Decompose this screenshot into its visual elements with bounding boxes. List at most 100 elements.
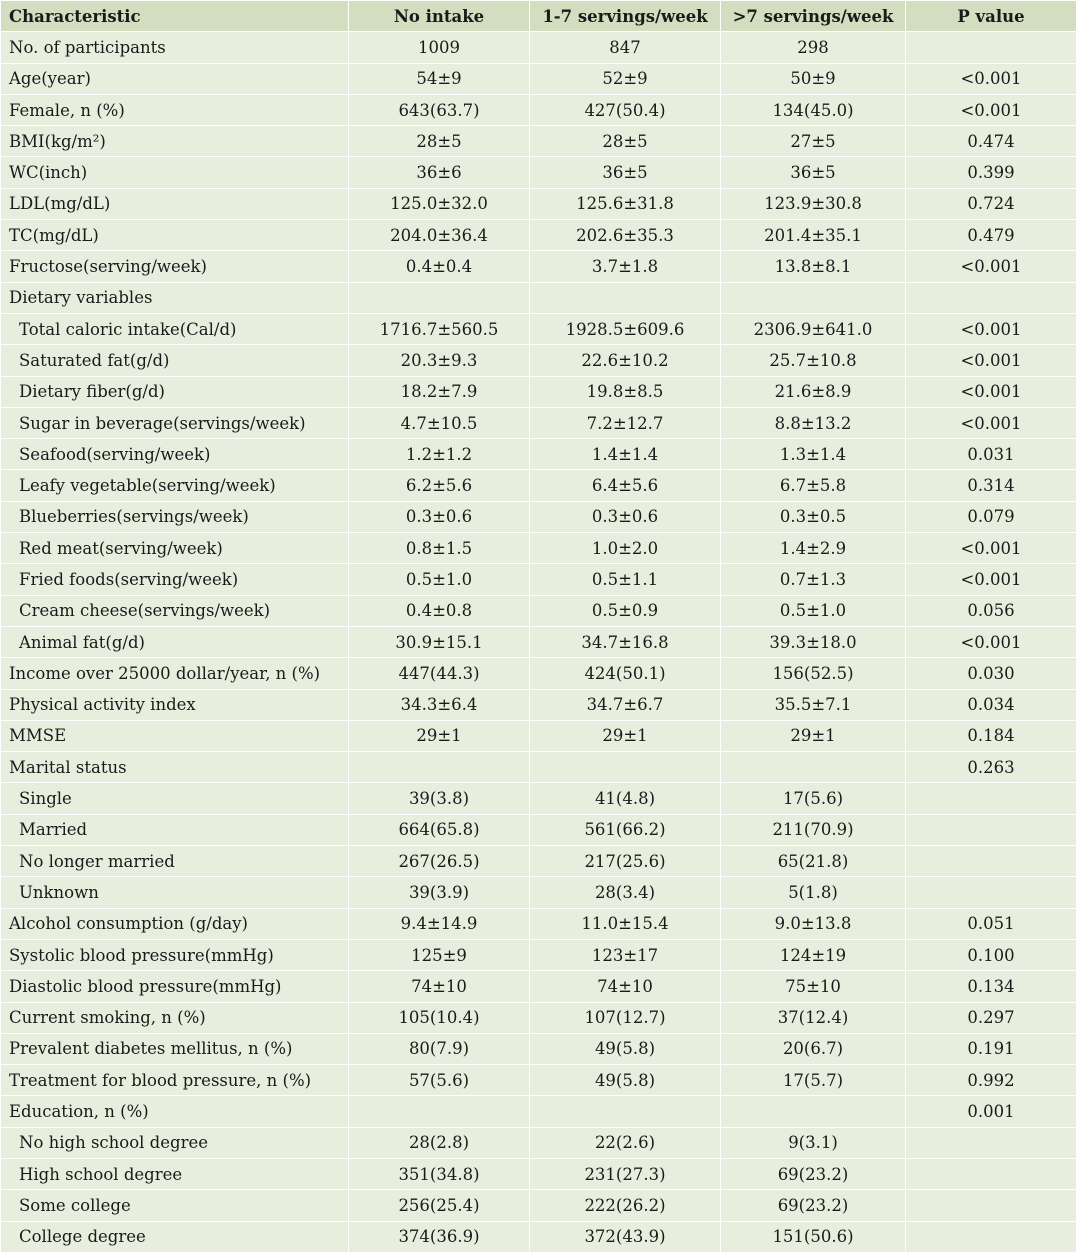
table-row: TC(mg/dL) 204.0±36.4 202.6±35.3 201.4±35.1 0… bbox=[0, 219, 1076, 252]
servings-1-7-cell: 561(66.2) bbox=[529, 813, 721, 847]
servings-1-7-cell: 49(5.8) bbox=[529, 1064, 721, 1097]
servings-1-7-cell: 1.0±2.0 bbox=[529, 532, 721, 565]
p-value-cell bbox=[905, 845, 1076, 878]
no-intake-cell: 1716.7±560.5 bbox=[348, 312, 530, 346]
characteristic-cell: Unknown bbox=[0, 876, 349, 909]
servings-1-7-cell bbox=[529, 751, 721, 784]
p-value-cell bbox=[905, 1189, 1076, 1222]
servings-1-7-cell: 11.0±15.4 bbox=[529, 907, 721, 940]
header-p-value: P value bbox=[905, 0, 1076, 33]
characteristic-cell: Prevalent diabetes mellitus, n (%) bbox=[0, 1032, 349, 1066]
no-intake-cell: 18.2±7.9 bbox=[348, 375, 530, 408]
no-intake-cell: 28±5 bbox=[348, 125, 530, 158]
no-intake-cell bbox=[348, 751, 530, 784]
table-header: Characteristic No intake 1-7 servings/we… bbox=[0, 0, 1076, 33]
p-value-cell: 0.051 bbox=[905, 907, 1076, 940]
no-intake-cell: 80(7.9) bbox=[348, 1032, 530, 1066]
table-row: Current smoking, n (%) 105(10.4) 107(12.7)… bbox=[0, 1001, 1076, 1034]
no-intake-cell bbox=[348, 281, 530, 314]
servings-over-7-cell: 201.4±35.1 bbox=[720, 219, 906, 252]
p-value-cell: 0.034 bbox=[905, 688, 1076, 721]
table-row: Treatment for blood pressure, n (%) 57(5.… bbox=[0, 1064, 1076, 1097]
servings-1-7-cell: 6.4±5.6 bbox=[529, 469, 721, 502]
no-intake-cell: 39(3.8) bbox=[348, 782, 530, 815]
servings-over-7-cell: 13.8±8.1 bbox=[720, 250, 906, 283]
servings-over-7-cell: 6.7±5.8 bbox=[720, 469, 906, 502]
servings-1-7-cell: 28(3.4) bbox=[529, 876, 721, 909]
table-row: College degree 374(36.9) 372(43.9) 151(50.6… bbox=[0, 1220, 1076, 1253]
p-value-cell: <0.001 bbox=[905, 312, 1076, 346]
servings-over-7-cell: 0.3±0.5 bbox=[720, 500, 906, 534]
no-intake-cell: 4.7±10.5 bbox=[348, 406, 530, 440]
servings-over-7-cell bbox=[720, 1095, 906, 1128]
servings-1-7-cell: 41(4.8) bbox=[529, 782, 721, 815]
p-value-cell: <0.001 bbox=[905, 563, 1076, 596]
servings-over-7-cell: 69(23.2) bbox=[720, 1157, 906, 1191]
servings-over-7-cell: 1.4±2.9 bbox=[720, 532, 906, 565]
no-intake-cell: 0.4±0.4 bbox=[348, 250, 530, 283]
servings-1-7-cell: 372(43.9) bbox=[529, 1220, 721, 1253]
servings-1-7-cell: 1.4±1.4 bbox=[529, 438, 721, 471]
characteristic-cell: LDL(mg/dL) bbox=[0, 187, 349, 221]
table-row: No high school degree 28(2.8) 22(2.6) 9(3.1… bbox=[0, 1126, 1076, 1159]
p-value-cell: <0.001 bbox=[905, 532, 1076, 565]
no-intake-cell: 0.4±0.8 bbox=[348, 594, 530, 627]
table-row: Single 39(3.8) 41(4.8) 17(5.6) bbox=[0, 782, 1076, 815]
servings-1-7-cell bbox=[529, 1095, 721, 1128]
p-value-cell: 0.134 bbox=[905, 970, 1076, 1003]
characteristic-cell: WC(inch) bbox=[0, 156, 349, 189]
characteristic-cell: Diastolic blood pressure(mmHg) bbox=[0, 970, 349, 1003]
servings-over-7-cell: 39.3±18.0 bbox=[720, 625, 906, 659]
servings-over-7-cell: 123.9±30.8 bbox=[720, 187, 906, 221]
p-value-cell: 0.184 bbox=[905, 719, 1076, 753]
servings-over-7-cell: 1.3±1.4 bbox=[720, 438, 906, 471]
servings-over-7-cell: 17(5.7) bbox=[720, 1064, 906, 1097]
servings-over-7-cell: 134(45.0) bbox=[720, 93, 906, 127]
servings-over-7-cell: 69(23.2) bbox=[720, 1189, 906, 1222]
table-row: Blueberries(servings/week) 0.3±0.6 0.3±0.6… bbox=[0, 500, 1076, 534]
characteristic-cell: No high school degree bbox=[0, 1126, 349, 1159]
header-1-7-servings: 1-7 servings/week bbox=[529, 0, 721, 33]
no-intake-cell: 0.5±1.0 bbox=[348, 563, 530, 596]
table-row: Alcohol consumption (g/day) 9.4±14.9 11.0±… bbox=[0, 907, 1076, 940]
characteristic-cell: Current smoking, n (%) bbox=[0, 1001, 349, 1034]
p-value-cell: 0.056 bbox=[905, 594, 1076, 627]
no-intake-cell: 74±10 bbox=[348, 970, 530, 1003]
table-row: LDL(mg/dL) 125.0±32.0 125.6±31.8 123.9±30.8… bbox=[0, 187, 1076, 221]
characteristic-cell: Fructose(serving/week) bbox=[0, 250, 349, 283]
characteristic-cell: Saturated fat(g/d) bbox=[0, 344, 349, 377]
no-intake-cell: 34.3±6.4 bbox=[348, 688, 530, 721]
servings-1-7-cell: 22.6±10.2 bbox=[529, 344, 721, 377]
p-value-cell: 0.030 bbox=[905, 657, 1076, 690]
servings-1-7-cell: 427(50.4) bbox=[529, 93, 721, 127]
servings-over-7-cell: 20(6.7) bbox=[720, 1032, 906, 1066]
p-value-cell: 0.100 bbox=[905, 938, 1076, 972]
servings-1-7-cell: 19.8±8.5 bbox=[529, 375, 721, 408]
servings-1-7-cell: 34.7±16.8 bbox=[529, 625, 721, 659]
no-intake-cell: 57(5.6) bbox=[348, 1064, 530, 1097]
table-row: BMI(kg/m²) 28±5 28±5 27±5 0.474 bbox=[0, 125, 1076, 158]
table-row: WC(inch) 36±6 36±5 36±5 0.399 bbox=[0, 156, 1076, 189]
servings-over-7-cell bbox=[720, 281, 906, 314]
table-row: Income over 25000 dollar/year, n (%) 447(… bbox=[0, 657, 1076, 690]
servings-over-7-cell: 9.0±13.8 bbox=[720, 907, 906, 940]
no-intake-cell: 125.0±32.0 bbox=[348, 187, 530, 221]
characteristic-cell: Dietary fiber(g/d) bbox=[0, 375, 349, 408]
servings-over-7-cell: 211(70.9) bbox=[720, 813, 906, 847]
p-value-cell: 0.992 bbox=[905, 1064, 1076, 1097]
no-intake-cell: 204.0±36.4 bbox=[348, 219, 530, 252]
servings-over-7-cell: 0.7±1.3 bbox=[720, 563, 906, 596]
no-intake-cell: 267(26.5) bbox=[348, 845, 530, 878]
characteristic-cell: Cream cheese(servings/week) bbox=[0, 594, 349, 627]
p-value-cell: 0.314 bbox=[905, 469, 1076, 502]
servings-1-7-cell: 231(27.3) bbox=[529, 1157, 721, 1191]
characteristic-cell: Single bbox=[0, 782, 349, 815]
no-intake-cell: 29±1 bbox=[348, 719, 530, 753]
servings-over-7-cell: 8.8±13.2 bbox=[720, 406, 906, 440]
servings-1-7-cell: 34.7±6.7 bbox=[529, 688, 721, 721]
p-value-cell: 0.474 bbox=[905, 125, 1076, 158]
servings-1-7-cell: 0.3±0.6 bbox=[529, 500, 721, 534]
no-intake-cell: 39(3.9) bbox=[348, 876, 530, 909]
servings-1-7-cell: 1928.5±609.6 bbox=[529, 312, 721, 346]
table-row: Age(year) 54±9 52±9 50±9 <0.001 bbox=[0, 62, 1076, 95]
